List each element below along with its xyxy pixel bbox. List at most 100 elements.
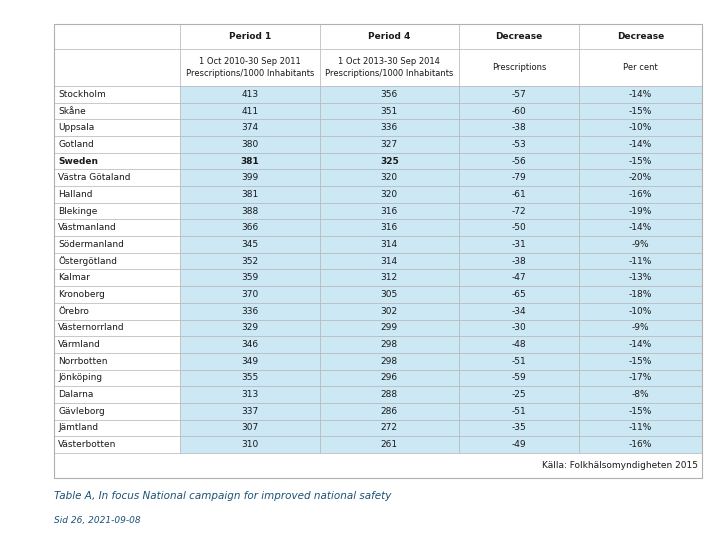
Text: 337: 337	[241, 407, 258, 416]
Text: Västra Götaland: Västra Götaland	[58, 173, 131, 182]
Text: -79: -79	[512, 173, 526, 182]
Text: 381: 381	[241, 190, 258, 199]
Bar	[459, 103, 579, 119]
Text: Blekinge: Blekinge	[58, 207, 98, 215]
Bar	[579, 136, 702, 153]
Bar	[54, 286, 180, 303]
Bar	[320, 269, 459, 286]
Bar	[459, 369, 579, 386]
Text: 413: 413	[241, 90, 258, 99]
Text: Stockholm: Stockholm	[58, 90, 106, 99]
Text: -8%: -8%	[631, 390, 649, 399]
Bar	[54, 386, 180, 403]
Bar	[459, 353, 579, 369]
Text: 261: 261	[381, 440, 398, 449]
Bar	[181, 119, 320, 136]
Text: 316: 316	[381, 207, 398, 215]
Text: -56: -56	[512, 157, 526, 166]
Bar	[181, 219, 320, 236]
Text: -14%: -14%	[629, 223, 652, 232]
Bar	[320, 219, 459, 236]
Bar	[579, 420, 702, 436]
Bar	[459, 202, 579, 219]
Bar	[459, 286, 579, 303]
Text: -14%: -14%	[629, 340, 652, 349]
Text: 286: 286	[381, 407, 398, 416]
Text: 366: 366	[241, 223, 258, 232]
Text: Period 4: Period 4	[368, 32, 410, 41]
Text: -35: -35	[512, 423, 526, 433]
Text: -15%: -15%	[629, 106, 652, 116]
Text: -10%: -10%	[629, 123, 652, 132]
Text: -72: -72	[512, 207, 526, 215]
Bar	[181, 403, 320, 420]
Text: Per cent: Per cent	[623, 63, 658, 72]
Text: -11%: -11%	[629, 423, 652, 433]
Text: 272: 272	[381, 423, 398, 433]
Bar	[320, 86, 459, 103]
Bar	[54, 336, 180, 353]
Bar	[181, 436, 320, 453]
Bar	[459, 186, 579, 202]
Text: -25: -25	[512, 390, 526, 399]
Bar	[54, 353, 180, 369]
Text: Källa: Folkhälsomyndigheten 2015: Källa: Folkhälsomyndigheten 2015	[542, 461, 698, 470]
Bar	[320, 336, 459, 353]
Text: -60: -60	[512, 106, 526, 116]
Bar	[459, 420, 579, 436]
Bar	[320, 170, 459, 186]
Text: -34: -34	[512, 307, 526, 316]
Text: -51: -51	[512, 357, 526, 366]
Bar	[320, 253, 459, 269]
Bar	[459, 24, 579, 49]
Text: Örebro: Örebro	[58, 307, 89, 316]
Bar	[54, 369, 180, 386]
Bar	[320, 420, 459, 436]
Text: -10%: -10%	[629, 307, 652, 316]
Bar	[320, 202, 459, 219]
Text: Prescriptions: Prescriptions	[492, 63, 546, 72]
Bar	[459, 386, 579, 403]
Text: Sweden: Sweden	[58, 157, 99, 166]
Bar	[579, 269, 702, 286]
Text: -31: -31	[512, 240, 526, 249]
Bar	[181, 253, 320, 269]
Bar	[181, 153, 320, 170]
Bar	[579, 103, 702, 119]
Text: Decrease: Decrease	[495, 32, 543, 41]
Text: Period 1: Period 1	[229, 32, 271, 41]
Bar	[54, 202, 180, 219]
Bar	[320, 24, 459, 49]
Bar	[579, 403, 702, 420]
Text: -18%: -18%	[629, 290, 652, 299]
Bar	[459, 320, 579, 336]
Text: 349: 349	[241, 357, 258, 366]
Text: -49: -49	[512, 440, 526, 449]
Bar	[54, 269, 180, 286]
Text: -14%: -14%	[629, 140, 652, 149]
Bar	[320, 303, 459, 320]
Bar	[181, 286, 320, 303]
Text: Table A, In focus National campaign for improved national safety: Table A, In focus National campaign for …	[54, 491, 392, 502]
Text: Dalarna: Dalarna	[58, 390, 94, 399]
Bar	[54, 119, 180, 136]
Text: -38: -38	[512, 256, 526, 266]
Bar	[579, 320, 702, 336]
Bar	[181, 353, 320, 369]
Text: -14%: -14%	[629, 90, 652, 99]
Text: -38: -38	[512, 123, 526, 132]
Bar	[459, 269, 579, 286]
Text: 329: 329	[241, 323, 258, 332]
Bar	[181, 170, 320, 186]
Text: 356: 356	[381, 90, 398, 99]
Bar	[181, 24, 320, 49]
Bar	[181, 303, 320, 320]
Text: Gotland: Gotland	[58, 140, 94, 149]
Bar	[54, 453, 702, 478]
Text: -50: -50	[512, 223, 526, 232]
Text: Norrbotten: Norrbotten	[58, 357, 108, 366]
Bar	[181, 136, 320, 153]
Text: -57: -57	[512, 90, 526, 99]
Bar	[579, 49, 702, 86]
Bar	[579, 186, 702, 202]
